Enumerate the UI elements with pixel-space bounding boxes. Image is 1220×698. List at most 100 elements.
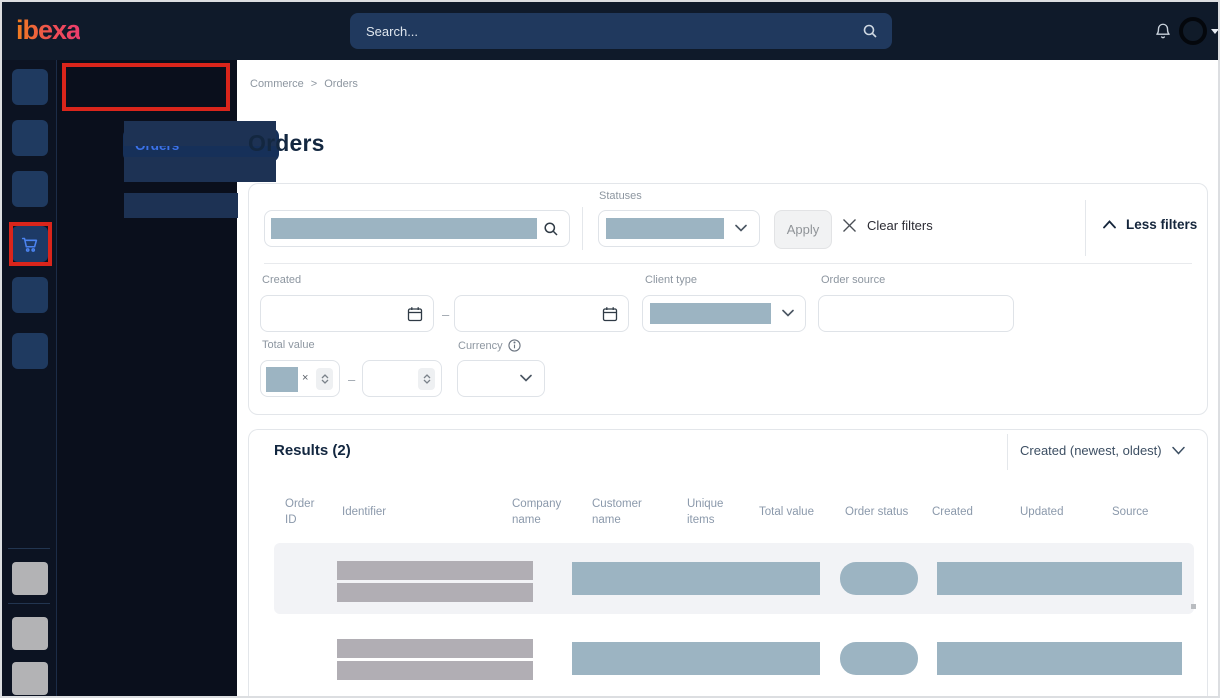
col-total-value[interactable]: Total value [759,506,814,519]
rail-item-2[interactable] [12,120,48,156]
col-updated[interactable]: Updated [1020,506,1064,519]
date-range-dash: – [442,307,450,322]
currency-dropdown[interactable] [457,360,545,397]
filter-divider-2 [1085,200,1086,256]
top-bar: ibexa [2,2,1218,60]
col-unique-items[interactable]: Unique items [687,498,724,526]
user-avatar[interactable] [1179,17,1207,45]
redacted-total-value [266,367,298,392]
secondary-sidebar: Orders <|> [57,60,279,696]
col-order-status[interactable]: Order status [845,506,909,519]
redacted-status-badge [840,642,918,675]
total-value-min-input[interactable]: × [260,360,340,397]
annotation-box-cart [9,222,52,266]
total-value-max-input[interactable] [362,360,442,397]
value-range-dash: – [348,372,356,387]
apply-button[interactable]: Apply [774,210,832,249]
chevron-down-icon [1171,446,1185,455]
currency-label-wrap: Currency [458,339,521,352]
results-title: Results (2) [274,442,351,459]
calendar-icon [407,306,423,322]
rail-bottom-item-3[interactable] [12,662,48,695]
sidebar-item-redacted-1[interactable] [124,121,276,146]
redacted-cells [937,562,1182,595]
filters-row-divider [264,263,1192,264]
redacted-identifier [337,583,533,602]
number-stepper[interactable] [418,368,435,390]
breadcrumb-separator: > [310,78,318,90]
clear-filters-label: Clear filters [867,218,933,233]
rail-item-5[interactable] [12,277,48,313]
rail-bottom-item-2[interactable] [12,617,48,650]
search-icon [862,23,878,39]
redacted-search-value [271,218,537,239]
filter-divider-1 [582,207,583,250]
rail-item-1[interactable] [12,69,48,105]
created-from-date-input[interactable] [260,295,434,332]
search-icon [543,221,559,237]
redacted-status-badge [840,562,918,595]
breadcrumb-current: Orders [324,78,358,90]
redacted-statuses-value [606,218,724,239]
rail-item-commerce[interactable] [12,226,48,262]
statuses-label: Statuses [599,190,642,202]
clear-value-icon[interactable]: × [302,372,309,384]
breadcrumb: Commerce > Orders [250,78,358,90]
rail-divider-2 [8,603,50,604]
client-type-dropdown[interactable] [642,295,806,332]
redacted-identifier [337,561,533,580]
icon-rail [2,60,57,696]
redacted-client-type-value [650,303,771,324]
calendar-icon [602,306,618,322]
close-icon [842,218,857,233]
less-filters-label: Less filters [1126,217,1198,232]
redacted-cells [937,642,1182,675]
info-icon[interactable] [507,339,521,352]
number-stepper[interactable] [316,368,333,390]
breadcrumb-parent[interactable]: Commerce [250,78,304,90]
chevron-down-icon [735,224,747,232]
notifications-bell-icon[interactable] [1154,22,1172,40]
scrollbar-thumb[interactable] [1191,604,1196,609]
redacted-identifier [337,661,533,680]
col-source[interactable]: Source [1112,506,1149,519]
created-label: Created [262,274,302,286]
user-menu-caret-icon[interactable] [1211,29,1218,34]
sidebar-item-redacted-3[interactable] [124,193,238,218]
rail-item-6[interactable] [12,333,48,369]
sidebar-item-redacted-2[interactable] [124,157,276,182]
col-identifier[interactable]: Identifier [342,506,387,519]
chevron-down-icon [520,374,532,382]
statuses-dropdown[interactable] [598,210,760,247]
results-divider [1007,434,1008,470]
rail-item-3[interactable] [12,171,48,207]
filter-search-input[interactable] [264,210,570,247]
global-search-input[interactable] [364,22,862,40]
global-search[interactable] [350,13,892,49]
client-type-label: Client type [645,274,697,286]
rail-bottom-item-1[interactable] [12,562,48,595]
rail-divider [8,548,50,549]
redacted-cells [572,642,820,675]
order-source-input[interactable] [818,295,1014,332]
currency-label: Currency [458,339,503,352]
col-order-id[interactable]: Order ID [285,498,315,526]
annotation-box-orders [62,63,230,111]
col-customer-name[interactable]: Customer name [592,498,642,526]
less-filters-toggle[interactable]: Less filters [1103,217,1197,232]
total-value-label: Total value [262,339,315,351]
clear-filters-button[interactable]: Clear filters [842,218,933,233]
redacted-cells [572,562,820,595]
ibexa-logo[interactable]: ibexa [16,15,81,45]
col-company-name[interactable]: Company name [512,498,562,526]
redacted-identifier [337,639,533,658]
order-source-label: Order source [821,274,886,286]
col-created[interactable]: Created [932,506,973,519]
page-title: Orders [248,130,325,156]
sort-label: Created (newest, oldest) [1020,443,1162,458]
sort-dropdown[interactable]: Created (newest, oldest) [1020,443,1185,458]
chevron-up-icon [1103,220,1116,229]
chevron-down-icon [782,309,794,317]
created-to-date-input[interactable] [454,295,629,332]
